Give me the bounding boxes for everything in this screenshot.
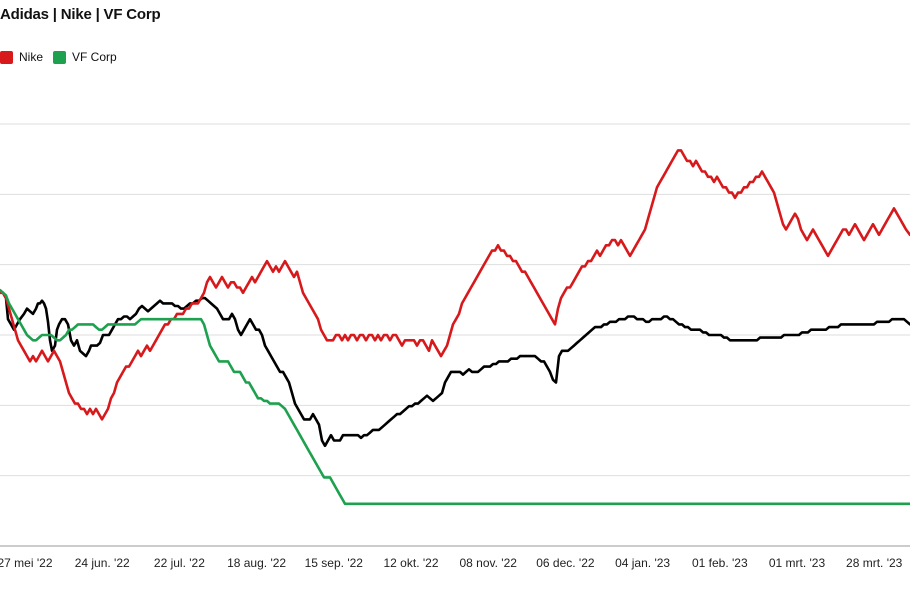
x-tick-label: 22 jul. '22 bbox=[154, 556, 205, 570]
x-tick-label: 27 mei '22 bbox=[0, 556, 53, 570]
x-tick-label: 12 okt. '22 bbox=[384, 556, 439, 570]
x-tick-label: 18 aug. '22 bbox=[227, 556, 286, 570]
legend-label-nike: Nike bbox=[19, 50, 44, 64]
legend-swatch-vf-corp bbox=[53, 50, 67, 64]
legend-label-vf-corp: VF Corp bbox=[72, 50, 117, 64]
legend-swatch-nike bbox=[0, 50, 13, 64]
x-tick-label: 01 feb. '23 bbox=[692, 556, 748, 570]
series-line-adidas bbox=[0, 288, 910, 448]
legend-item-vf-corp[interactable]: VF Corp bbox=[53, 50, 117, 64]
x-tick-label: 01 mrt. '23 bbox=[769, 556, 826, 570]
series-line-nike bbox=[0, 149, 910, 421]
x-tick-label: 28 mrt. '23 bbox=[846, 556, 903, 570]
x-tick-label: 15 sep. '22 bbox=[305, 556, 364, 570]
x-tick-label: 04 jan. '23 bbox=[615, 556, 670, 570]
x-tick-label: 06 dec. '22 bbox=[536, 556, 595, 570]
x-tick-label: 24 jun. '22 bbox=[75, 556, 130, 570]
x-tick-label: 08 nov. '22 bbox=[459, 556, 517, 570]
chart-title: Adidas | Nike | VF Corp bbox=[0, 6, 161, 23]
series-line-vf-corp bbox=[0, 288, 910, 506]
legend: Nike VF Corp bbox=[0, 50, 127, 64]
legend-item-nike[interactable]: Nike bbox=[0, 50, 43, 64]
